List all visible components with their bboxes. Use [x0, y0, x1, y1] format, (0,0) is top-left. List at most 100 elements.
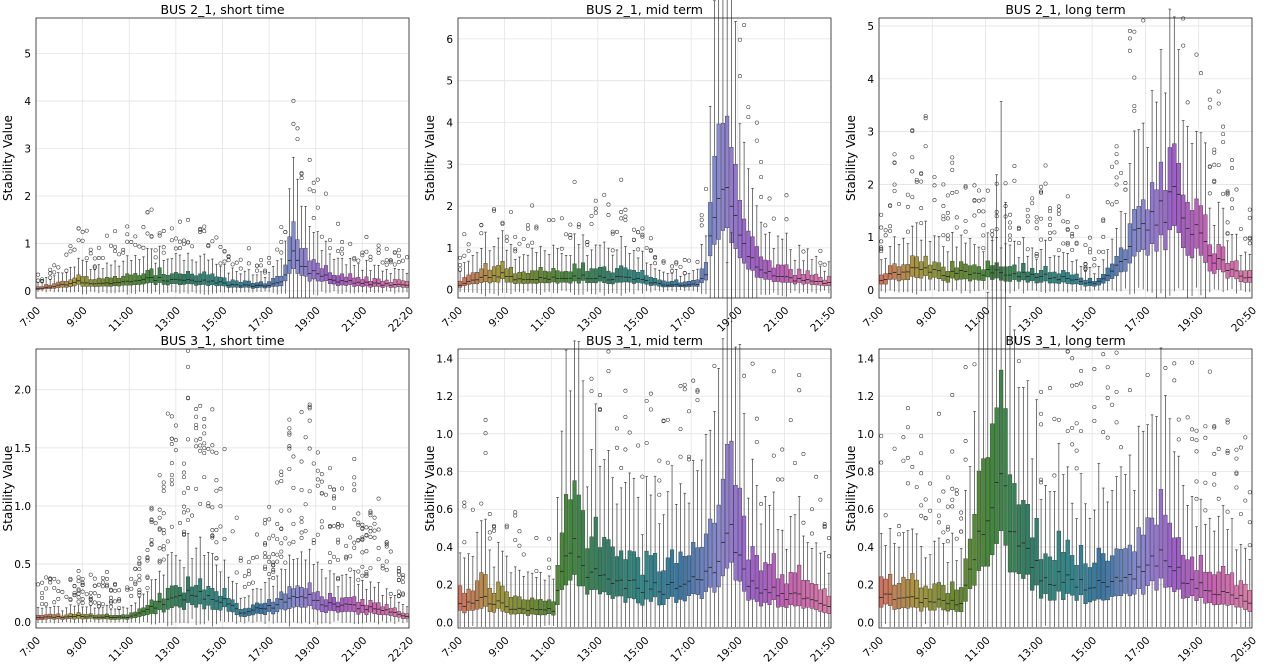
box-body	[593, 516, 598, 590]
outlier-point	[737, 37, 742, 42]
outlier-point	[80, 597, 85, 602]
outlier-point	[92, 600, 97, 605]
outlier-point	[275, 552, 280, 557]
outlier-point	[513, 513, 518, 518]
outlier-point	[214, 450, 219, 455]
box-body	[1243, 270, 1248, 283]
outlier-point	[76, 569, 81, 573]
outlier-point	[784, 217, 789, 222]
outlier-point	[1230, 166, 1234, 170]
outlier-point	[1181, 43, 1186, 48]
outlier-point	[372, 515, 377, 520]
outlier-point	[80, 576, 85, 581]
outlier-point	[44, 586, 49, 591]
box-body	[627, 550, 632, 599]
outlier-point	[100, 602, 105, 607]
box-4	[470, 507, 475, 626]
outlier-point	[198, 403, 203, 408]
outlier-point	[263, 517, 268, 522]
box-body	[96, 277, 101, 287]
box-66	[733, 346, 738, 628]
outlier-point	[157, 507, 162, 512]
outlier-point	[56, 596, 61, 601]
box-body	[708, 202, 713, 257]
outlier-point	[271, 576, 276, 581]
box-body	[1149, 517, 1155, 582]
outlier-point	[954, 225, 959, 230]
box-63	[287, 188, 292, 298]
box-24	[129, 240, 134, 294]
y-tick-label: 0.8	[436, 467, 453, 479]
box-body	[1203, 214, 1208, 263]
outlier-point	[287, 430, 292, 435]
y-tick-label: 2	[24, 191, 31, 203]
box-body	[145, 270, 150, 284]
outlier-point	[202, 229, 207, 234]
outlier-point	[263, 541, 268, 546]
outlier-point	[547, 218, 552, 223]
box-body	[905, 579, 910, 609]
outlier-point	[275, 537, 280, 542]
box-34	[169, 414, 174, 626]
box-body	[392, 279, 397, 288]
box-9	[68, 244, 73, 293]
box-49	[1092, 367, 1097, 628]
outlier-point	[1243, 498, 1248, 503]
box-39	[619, 466, 624, 628]
box-39	[619, 177, 624, 296]
outlier-point	[64, 268, 69, 273]
box-17	[100, 255, 105, 293]
outlier-point	[238, 556, 243, 561]
box-body	[1212, 574, 1217, 606]
outlier-point	[1012, 164, 1017, 168]
box-64	[725, 262, 730, 628]
box-62	[716, 0, 721, 298]
box-21	[117, 252, 122, 293]
outlier-point	[1216, 89, 1221, 94]
box-61	[712, 364, 717, 628]
outlier-point	[368, 566, 373, 571]
outlier-point	[182, 470, 186, 475]
box-body	[775, 578, 781, 608]
outlier-point	[400, 575, 405, 580]
box-body	[729, 147, 734, 244]
box-70	[1185, 415, 1190, 628]
box-82	[1238, 445, 1244, 628]
outlier-point	[72, 593, 77, 598]
outlier-point	[695, 388, 700, 393]
box-body	[226, 281, 231, 288]
outlier-point	[400, 592, 405, 597]
outlier-point	[319, 472, 324, 477]
box-body	[606, 539, 611, 596]
outlier-point	[1016, 241, 1021, 246]
outlier-point	[291, 485, 296, 490]
box-body	[327, 593, 332, 611]
outlier-point	[1114, 152, 1119, 157]
outlier-point	[1039, 184, 1044, 189]
box-57	[263, 268, 268, 292]
box-19	[534, 224, 539, 294]
outlier-point	[644, 245, 649, 250]
box-3	[887, 203, 893, 291]
outlier-point	[319, 519, 324, 524]
outlier-point	[1039, 190, 1044, 195]
box-84	[809, 259, 814, 293]
box-66	[299, 171, 304, 298]
outlier-point	[348, 535, 353, 540]
box-50	[234, 260, 239, 293]
box-5	[896, 201, 902, 293]
outlier-point	[1114, 144, 1119, 149]
outlier-point	[1194, 438, 1199, 443]
box-2	[462, 500, 467, 628]
outlier-point	[109, 595, 113, 600]
box-58	[699, 459, 704, 628]
box-46	[218, 486, 223, 622]
outlier-point	[392, 262, 397, 267]
box-body	[1092, 562, 1097, 601]
outlier-point	[303, 435, 308, 440]
box-32	[161, 480, 166, 623]
outlier-point	[198, 501, 203, 506]
outlier-point	[521, 237, 526, 242]
box-78	[348, 241, 353, 294]
box-body	[48, 613, 53, 619]
